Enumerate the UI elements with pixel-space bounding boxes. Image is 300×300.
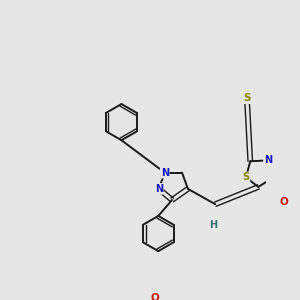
Text: O: O: [279, 197, 288, 207]
Text: S: S: [243, 93, 251, 103]
Text: N: N: [155, 184, 163, 194]
Text: O: O: [151, 293, 159, 300]
Text: H: H: [209, 220, 217, 230]
Text: N: N: [264, 155, 272, 166]
Text: N: N: [161, 168, 169, 178]
Text: S: S: [242, 172, 250, 182]
